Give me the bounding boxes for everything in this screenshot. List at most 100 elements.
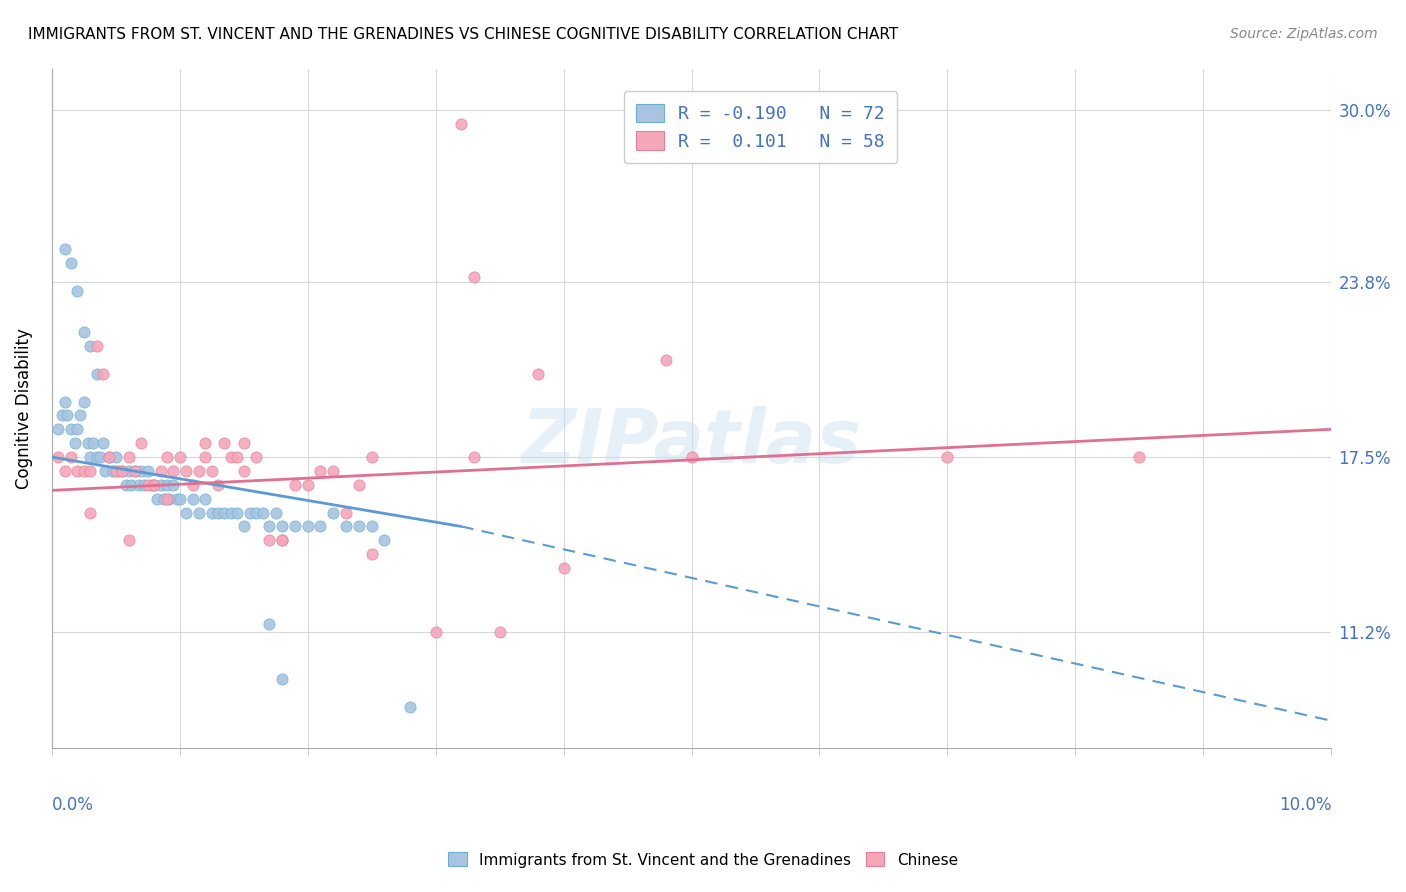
Point [53, 394, 76, 409]
Point [187, 464, 209, 478]
Point [86, 450, 108, 464]
Point [187, 506, 209, 520]
Point [207, 506, 229, 520]
Point [79, 450, 101, 464]
Point [335, 506, 357, 520]
Point [59, 450, 82, 464]
Point [69, 409, 91, 423]
Point [98, 450, 121, 464]
Point [128, 478, 150, 492]
Point [51, 409, 73, 423]
Point [91, 436, 114, 450]
Point [117, 533, 139, 548]
Point [463, 269, 485, 284]
Point [219, 506, 242, 520]
Point [207, 478, 229, 492]
Point [360, 450, 382, 464]
Point [201, 506, 224, 520]
Point [309, 464, 332, 478]
Point [131, 464, 153, 478]
Point [143, 478, 166, 492]
Point [252, 506, 274, 520]
Point [259, 519, 281, 533]
Point [153, 491, 176, 506]
Legend: Immigrants from St. Vincent and the Grenadines, Chinese: Immigrants from St. Vincent and the Gren… [441, 847, 965, 873]
Point [360, 547, 382, 561]
Point [174, 506, 197, 520]
Point [425, 624, 447, 639]
Point [76, 436, 98, 450]
Point [86, 367, 108, 381]
Point [169, 491, 191, 506]
Point [66, 464, 89, 478]
Text: 0.0%: 0.0% [52, 796, 94, 814]
Point [264, 506, 287, 520]
Point [79, 506, 101, 520]
Point [136, 478, 159, 492]
Point [226, 450, 249, 464]
Point [284, 519, 307, 533]
Point [527, 367, 550, 381]
Point [399, 699, 422, 714]
Point [56, 409, 79, 423]
Point [141, 478, 163, 492]
Point [232, 464, 254, 478]
Point [86, 339, 108, 353]
Point [104, 450, 127, 464]
Point [271, 533, 294, 548]
Point [107, 464, 129, 478]
Point [166, 491, 188, 506]
Point [271, 672, 294, 686]
Point [181, 478, 204, 492]
Point [46, 422, 69, 436]
Text: 10.0%: 10.0% [1279, 796, 1331, 814]
Point [162, 464, 184, 478]
Point [297, 519, 319, 533]
Point [284, 478, 307, 492]
Point [553, 561, 575, 575]
Point [124, 464, 146, 478]
Point [214, 506, 236, 520]
Point [309, 519, 332, 533]
Point [117, 464, 139, 478]
Legend: R = -0.190   N = 72, R =  0.101   N = 58: R = -0.190 N = 72, R = 0.101 N = 58 [624, 91, 897, 163]
Point [145, 491, 167, 506]
Point [174, 464, 197, 478]
Point [1128, 450, 1150, 464]
Text: IMMIGRANTS FROM ST. VINCENT AND THE GRENADINES VS CHINESE COGNITIVE DISABILITY C: IMMIGRANTS FROM ST. VINCENT AND THE GREN… [28, 27, 898, 42]
Point [226, 506, 249, 520]
Point [159, 491, 181, 506]
Point [681, 450, 703, 464]
Point [79, 464, 101, 478]
Point [181, 491, 204, 506]
Point [194, 491, 217, 506]
Point [66, 422, 89, 436]
Point [335, 519, 357, 533]
Point [79, 339, 101, 353]
Point [117, 450, 139, 464]
Point [259, 616, 281, 631]
Point [347, 519, 370, 533]
Point [239, 506, 262, 520]
Point [66, 284, 89, 298]
Point [101, 464, 124, 478]
Point [463, 450, 485, 464]
Point [162, 478, 184, 492]
Point [156, 478, 179, 492]
Point [297, 478, 319, 492]
Point [194, 436, 217, 450]
Point [94, 464, 117, 478]
Point [46, 450, 69, 464]
Point [73, 394, 96, 409]
Point [655, 353, 678, 368]
Point [156, 450, 179, 464]
Point [194, 450, 217, 464]
Point [245, 506, 267, 520]
Point [82, 436, 104, 450]
Point [259, 533, 281, 548]
Point [59, 422, 82, 436]
Point [149, 478, 172, 492]
Point [73, 464, 96, 478]
Point [347, 478, 370, 492]
Point [63, 436, 86, 450]
